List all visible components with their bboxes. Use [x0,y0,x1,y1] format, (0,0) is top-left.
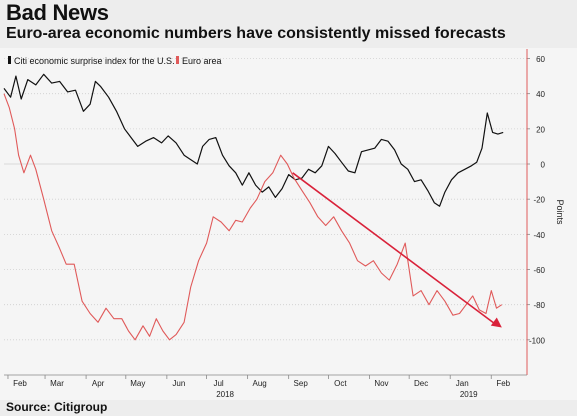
y-tick-label: -40 [533,231,545,240]
y-tick-label: -60 [533,266,545,275]
y-tick-label: -20 [533,196,545,205]
x-tick-label: Feb [496,379,510,388]
legend-label-us: Citi economic surprise index for the U.S… [14,56,175,66]
chart-subtitle: Euro-area economic numbers have consiste… [6,25,506,42]
y-tick-label: 20 [536,125,545,134]
x-tick-label: Aug [253,379,267,388]
y-tick-label: 40 [536,90,545,99]
axes: 60 40 20 0 -20 -40 -60 -80 -100 Points Feb Mar Apr Ma… [4,49,565,399]
chart-title: Bad News [6,0,109,25]
source-note: Source: Citigroup [6,400,108,414]
trend-arrow [292,172,502,328]
y-tick-label: 60 [536,55,545,64]
y-tick-label: -80 [533,301,545,310]
arrow-shaft [292,172,497,326]
x-tick-label: Jul [213,379,223,388]
legend-label-euro: Euro area [182,56,222,66]
x-tick-label: Mar [50,379,64,388]
x-tick-label: May [130,379,145,388]
x-tick-label: Jan [456,379,469,388]
x-tick-label: Apr [92,379,105,388]
x-tick-label: Jun [172,379,185,388]
y-axis-label: Points [555,199,565,225]
x-tick-label: Oct [334,379,347,388]
x-tick-label: Nov [374,379,388,388]
us-surprise-line [3,73,504,207]
gridlines [4,58,527,341]
euro-area-line [3,93,503,341]
x-year-label: 2019 [460,390,478,399]
y-tick-label: 0 [541,161,546,170]
y-tick-label: -100 [529,336,546,345]
x-tick-label: Sep [294,379,309,388]
plot-background [0,48,577,400]
series-lines [3,73,504,341]
x-tick-label: Feb [13,379,27,388]
legend-swatch-us [8,56,11,64]
x-year-label: 2018 [216,390,234,399]
legend: Citi economic surprise index for the U.S… [8,56,222,66]
legend-swatch-euro [176,56,179,64]
arrow-head [490,317,502,328]
x-tick-label: Dec [414,379,428,388]
